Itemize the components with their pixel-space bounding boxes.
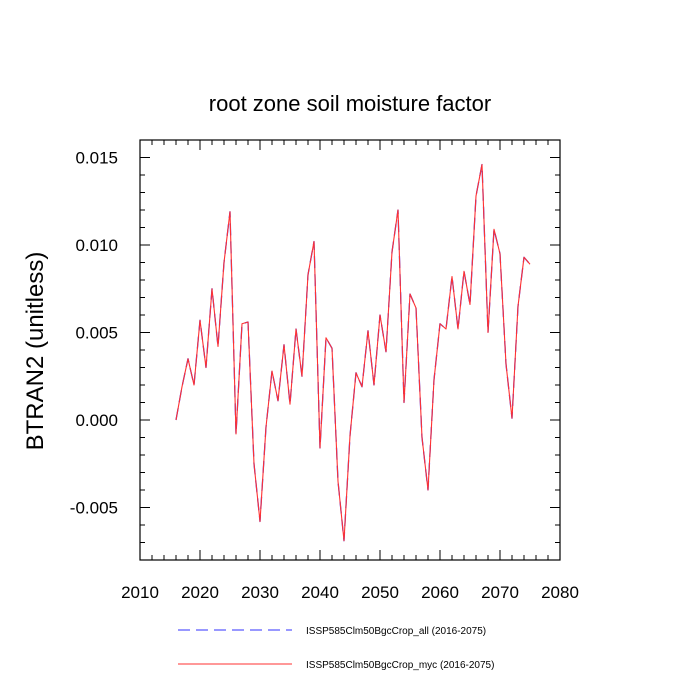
x-tick-label: 2050 <box>361 583 399 602</box>
y-tick-label: 0.005 <box>75 324 118 343</box>
x-tick-label: 2040 <box>301 583 339 602</box>
x-tick-label: 2070 <box>481 583 519 602</box>
x-tick-label: 2020 <box>181 583 219 602</box>
y-tick-label: 0.000 <box>75 411 118 430</box>
y-tick-label: 0.015 <box>75 149 118 168</box>
series-line-2 <box>175 163 531 542</box>
x-tick-label: 2080 <box>541 583 579 602</box>
plot-area: 2010 2020 2030 2040 2050 2060 2070 2080 -0.005 0.… <box>70 139 579 602</box>
y-tick-label: -0.005 <box>70 499 118 518</box>
x-tick-label: 2010 <box>121 583 159 602</box>
legend: ISSP585Clm50BgcCrop_all (2016-2075) ISSP5… <box>178 626 494 671</box>
plot-frame <box>139 139 561 561</box>
legend-label-1: ISSP585Clm50BgcCrop_all (2016-2075) <box>306 626 486 637</box>
legend-label-2: ISSP585Clm50BgcCrop_myc (2016-2075) <box>306 660 494 671</box>
chart-title: root zone soil moisture factor <box>209 91 491 116</box>
x-tick-label: 2060 <box>421 583 459 602</box>
y-tick-label: 0.010 <box>75 236 118 255</box>
x-tick-label: 2030 <box>241 583 279 602</box>
y-axis-label: BTRAN2 (unitless) <box>22 252 49 451</box>
